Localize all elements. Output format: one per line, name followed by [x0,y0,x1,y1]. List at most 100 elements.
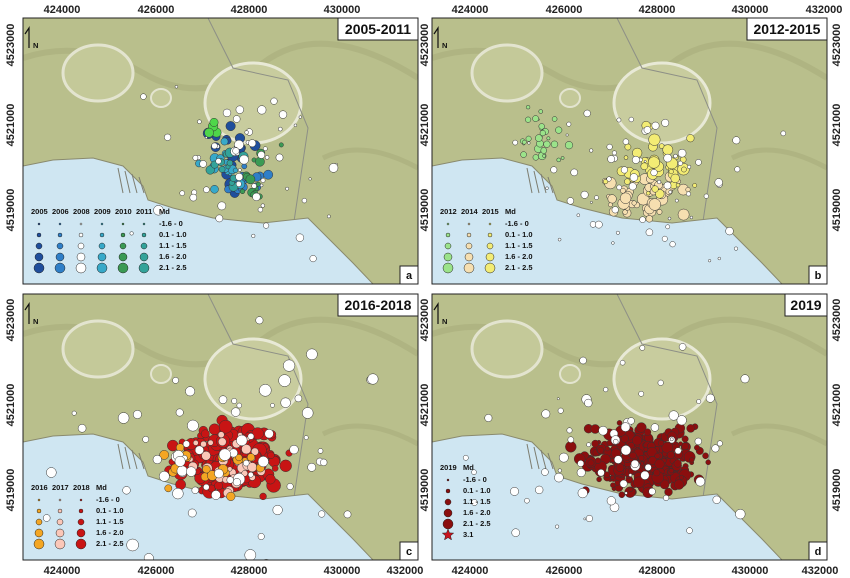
earthquake-event [546,136,551,141]
earthquake-event [328,163,339,173]
map-content [432,294,827,560]
earthquake-event [194,445,204,455]
earthquake-event [640,162,649,171]
earthquake-event [232,147,240,155]
panel-title: 2005-2011 [345,21,411,37]
earthquake-event [608,202,613,208]
earthquake-event [638,455,645,462]
earthquake-event [252,192,261,202]
earthquake-event [659,479,670,490]
panel-title: 2019 [790,297,821,313]
earthquake-event [214,468,224,479]
earthquake-event [275,153,284,162]
earthquake-event [126,538,139,552]
earthquake-event [192,155,199,161]
earthquake-event [272,504,283,516]
crater-main [612,337,712,421]
legend-symbol [97,252,107,262]
earthquake-event [280,397,291,408]
earthquake-event [557,468,562,473]
earthquake-event [712,495,721,504]
earthquake-event [245,174,256,185]
earthquake-event [218,166,226,173]
panel-title-box: 2012-2015 [746,17,828,41]
earthquake-event [645,215,653,223]
legend-symbol [444,498,452,506]
earthquake-event [239,188,246,195]
earthquake-event [708,259,712,263]
earthquake-event [285,186,289,191]
earthquake-event [628,473,633,477]
legend-symbol [445,232,451,238]
earthquake-event [251,183,257,189]
legend-symbol [77,242,85,250]
legend-symbol [446,222,450,226]
legend-symbol [138,262,150,274]
legend-symbol [463,262,475,274]
earthquake-event [607,155,616,163]
earthquake-event [597,446,605,454]
earthquake-event [674,198,679,203]
legend-symbol [120,232,126,238]
panel-letter: c [406,546,412,558]
earthquake-event [576,213,581,217]
y-tick-label: 4523000 [5,299,17,342]
earthquake-event [525,135,532,142]
legend-symbol [34,528,44,538]
earthquake-event [226,491,236,501]
earthquake-event [257,533,265,540]
earthquake-event [570,168,578,177]
earthquake-event [633,476,645,489]
earthquake-event [218,419,233,434]
x-axis-bottom: 424000 426000 428000 430000 432000 42400… [44,565,839,577]
earthquake-event [645,190,651,196]
earthquake-event [541,409,551,419]
earthquake-event [654,459,665,470]
earthquake-event [615,230,620,235]
earthquake-event [584,398,593,408]
earthquake-event [244,130,249,135]
x-tick-label: 424000 [44,565,81,577]
panel-frame [22,293,419,561]
earthquake-event [629,173,639,182]
earthquake-event [260,203,265,208]
earthquake-event [278,374,291,387]
earthquake-event [262,146,268,152]
earthquake-event [200,429,210,439]
earthquake-event [185,386,196,397]
earthquake-event [540,147,548,154]
legend-header: Md [159,207,170,216]
earthquake-event [648,487,656,496]
legend-symbol [35,518,43,526]
star-icon [441,528,455,541]
earthquake-event [303,435,309,440]
earthquake-event [153,205,164,216]
pier [547,452,554,470]
earthquake-event [598,425,608,436]
earthquake-event [590,424,600,434]
earthquake-event [603,471,611,478]
earthquake-event [590,201,593,204]
earthquake-event [318,510,326,518]
pier [533,170,540,194]
legend-class-label: -1.6 - 0 [96,495,120,504]
earthquake-event [673,459,682,468]
legend-symbol [465,242,473,250]
earthquake-event [235,105,244,114]
earthquake-event [560,156,565,160]
earthquake-event [645,228,654,237]
earthquake-event [624,178,631,185]
legend-symbol [139,252,149,262]
earthquake-event [484,414,493,422]
earthquake-event [670,173,680,184]
earthquake-event [594,195,599,200]
earthquake-event [42,514,51,522]
earthquake-event [164,484,173,493]
legend-class-label: 2.1 - 2.5 [463,519,491,528]
earthquake-event [237,168,242,172]
earthquake-event [555,126,563,134]
legend-class-label: -1.6 - 0 [505,219,529,228]
legend-symbol [56,518,64,526]
north-label: N [442,41,447,50]
earthquake-event [639,345,646,351]
